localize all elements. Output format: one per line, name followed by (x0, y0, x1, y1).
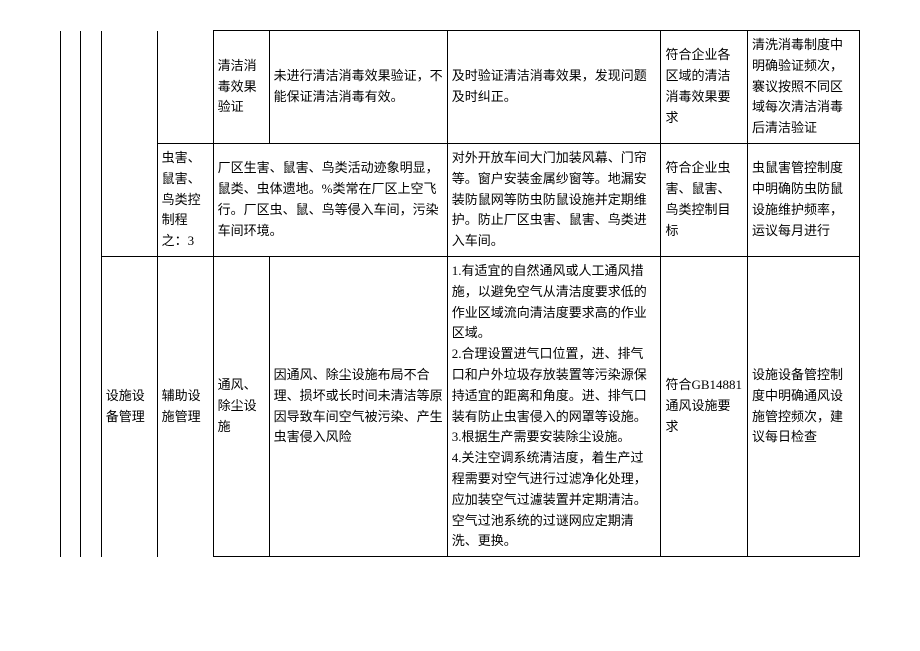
cell-measure: 及时验证清洁消毒效果，发现问题及时纠正。 (447, 31, 661, 144)
cell-blank-b (81, 31, 101, 557)
cell-item: 清洁消毒效果验证 (213, 31, 269, 144)
cell-risk: 厂区生害、鼠害、鸟类活动迹象明显，鼠类、虫体遗地。%类常在厂区上空飞行。厂区虫、… (213, 143, 447, 256)
cell-note: 设施设备管控制度中明确通风设施管控频次，建议每日检查 (747, 256, 859, 556)
cell-subcategory (157, 31, 213, 144)
cell-standard: 符合企业虫害、鼠害、鸟类控制目标 (661, 143, 748, 256)
document-table: 清洁消毒效果验证 未进行清洁消毒效果验证，不能保证清洁消毒有效。 及时验证清洁消… (60, 30, 860, 557)
cell-category: 设施设备管理 (101, 256, 157, 556)
cell-subcategory: 辅助设施管理 (157, 256, 213, 556)
cell-standard: 符合GB14881通风设施要求 (661, 256, 748, 556)
table-row: 清洁消毒效果验证 未进行清洁消毒效果验证，不能保证清洁消毒有效。 及时验证清洁消… (61, 31, 860, 144)
cell-note: 清洗消毒制度中明确验证频次，褰议按照不同区域每次清洁消毒后清洁验证 (747, 31, 859, 144)
cell-measure: 对外开放车间大门加装风幕、门帘等。窗户安装金属纱窗等。地漏安装防鼠网等防虫防鼠设… (447, 143, 661, 256)
table-row: 虫害、鼠害、鸟类控制程之：3 厂区生害、鼠害、鸟类活动迹象明显，鼠类、虫体遗地。… (61, 143, 860, 256)
cell-blank-a (61, 31, 81, 557)
cell-subcategory: 虫害、鼠害、鸟类控制程之：3 (157, 143, 213, 256)
cell-risk: 未进行清洁消毒效果验证，不能保证清洁消毒有效。 (269, 31, 447, 144)
cell-standard: 符合企业各区域的清洁消毒效果要求 (661, 31, 748, 144)
cell-note: 虫鼠害管控制度中明确防虫防鼠设施维护频率，运议每月进行 (747, 143, 859, 256)
cell-category (101, 31, 157, 257)
cell-item: 通风、除尘设施 (213, 256, 269, 556)
cell-measure: 1.有适宜的自然通风或人工通风措施，以避免空气从清洁度要求低的作业区域流向清洁度… (447, 256, 661, 556)
table-row: 设施设备管理 辅助设施管理 通风、除尘设施 因通风、除尘设施布局不合理、损坏或长… (61, 256, 860, 556)
cell-risk: 因通风、除尘设施布局不合理、损坏或长时间未清洁等原因导致车间空气被污染、产生虫害… (269, 256, 447, 556)
